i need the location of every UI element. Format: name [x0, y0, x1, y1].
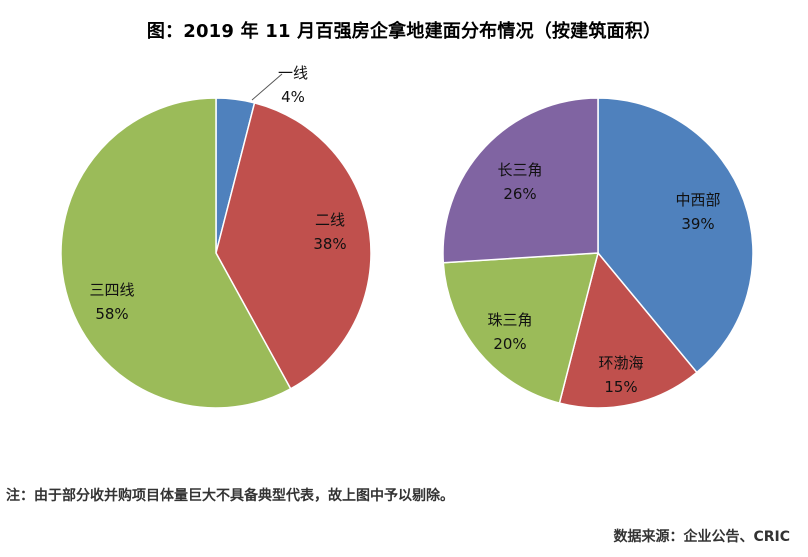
pie0-slice-label-0: 一线 — [278, 64, 308, 82]
pie0-slice-value-0: 4% — [281, 88, 305, 106]
pie0-slice-1 — [215, 101, 372, 390]
pie0-slice-label-2: 三四线 — [89, 281, 134, 299]
pie1-slice-1 — [558, 251, 698, 409]
pie0-slice-label-1: 二线 — [315, 211, 345, 229]
pie0-slice-value-2: 58% — [95, 305, 128, 323]
pie1-slice-3 — [442, 97, 599, 264]
pie1-slice-value-0: 39% — [681, 215, 714, 233]
pie1-slice-0 — [597, 97, 754, 374]
pie1-slice-2 — [442, 252, 599, 405]
chart-title: 图：2019 年 11 月百强房企拿地建面分布情况（按建筑面积） — [146, 21, 662, 42]
pie1-slice-value-3: 26% — [503, 185, 536, 203]
pie1-slice-value-1: 15% — [604, 378, 637, 396]
pie1-slice-value-2: 20% — [493, 335, 526, 353]
footnote: 注：由于部分收并购项目体量巨大不具备典型代表，故上图中予以剔除。 — [6, 488, 454, 504]
data-source: 数据来源：企业公告、CRIC — [613, 529, 790, 545]
pie1-slice-label-0: 中西部 — [675, 191, 720, 209]
pie-chart-region: 中西部 39% 环渤海 15% 珠三角 20% 长三角 26% — [442, 97, 754, 409]
pie-chart-city-tier: 一线 4% 二线 38% 三四线 58% — [60, 64, 372, 409]
pie1-slice-label-2: 珠三角 — [487, 311, 532, 329]
pie0-leader-line-0 — [251, 73, 283, 101]
pie1-slice-label-3: 长三角 — [497, 161, 542, 179]
pie-charts: 一线 4% 二线 38% 三四线 58% 中西部 39% 环渤海 15% 珠三角 20% 长三角 26% — [60, 64, 754, 409]
pie1-slice-label-1: 环渤海 — [598, 354, 643, 372]
pie0-slice-2 — [60, 97, 292, 409]
pie0-slice-value-1: 38% — [313, 235, 346, 253]
